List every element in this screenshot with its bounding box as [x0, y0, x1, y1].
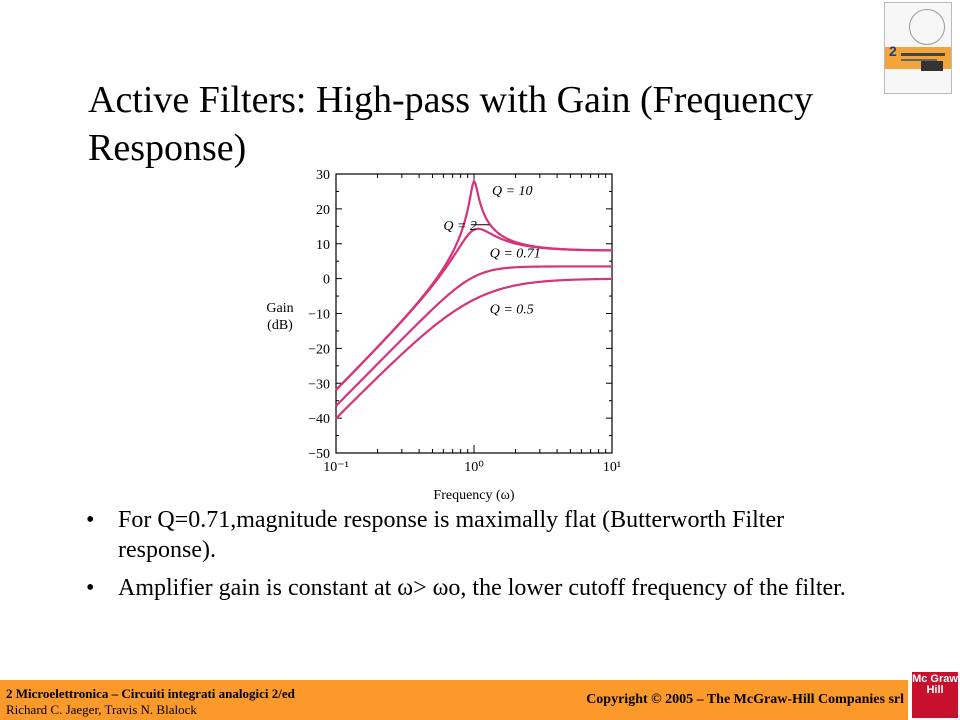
- y-tick-label: 30: [316, 168, 330, 183]
- y-tick-label: −10: [308, 308, 330, 323]
- x-tick-label: 10⁻¹: [323, 460, 349, 475]
- bullet-item: Amplifier gain is constant at ω> ωo, the…: [86, 573, 846, 603]
- y-tick-label: −20: [308, 342, 330, 357]
- book-cover-thumbnail: 2: [884, 2, 952, 94]
- curve-label: Q = 0.5: [490, 303, 534, 318]
- curve-label: Q = 0.71: [490, 247, 541, 262]
- y-tick-label: −40: [308, 412, 330, 427]
- curve-q0.5: [335, 277, 613, 420]
- y-tick-label: 10: [316, 238, 330, 253]
- y-axis-label: (dB): [267, 318, 293, 333]
- curve-q0.71: [335, 265, 612, 407]
- x-axis-label: Frequency (ω): [433, 488, 514, 503]
- publisher-logo: Mc Graw Hill: [912, 672, 958, 718]
- curve-label: Q = 2: [443, 219, 477, 234]
- curve-label: Q = 10: [492, 184, 533, 199]
- bullet-item: For Q=0.71,magnitude response is maximal…: [86, 505, 846, 565]
- y-tick-label: 0: [323, 273, 330, 288]
- footer-book-title: 2 Microelettronica – Circuiti integrati …: [6, 686, 295, 701]
- y-tick-label: 20: [316, 203, 330, 218]
- footer-authors: Richard C. Jaeger, Travis N. Blalock: [6, 702, 197, 717]
- bullet-list: For Q=0.71,magnitude response is maximal…: [86, 505, 846, 611]
- y-axis-label: Gain: [266, 301, 293, 316]
- y-tick-label: −50: [308, 447, 330, 462]
- footer-credits: 2 Microelettronica – Circuiti integrati …: [6, 686, 295, 718]
- x-tick-label: 10¹: [603, 460, 621, 475]
- x-tick-label: 10⁰: [464, 460, 484, 475]
- footer-copyright: Copyright © 2005 – The McGraw-Hill Compa…: [586, 692, 904, 707]
- curve-q10: [335, 178, 613, 391]
- footer-bar: 2 Microelettronica – Circuiti integrati …: [0, 680, 908, 720]
- frequency-response-chart: 30 20 10 0 −10 −20 −30 −40 −50 10⁻¹ 10⁰ 10¹ Frequenc…: [240, 160, 660, 505]
- slide-title: Active Filters: High-pass with Gain (Fre…: [88, 79, 814, 169]
- plot-frame: [335, 173, 613, 454]
- y-tick-label: −30: [308, 377, 330, 392]
- curve-q2: [335, 227, 613, 391]
